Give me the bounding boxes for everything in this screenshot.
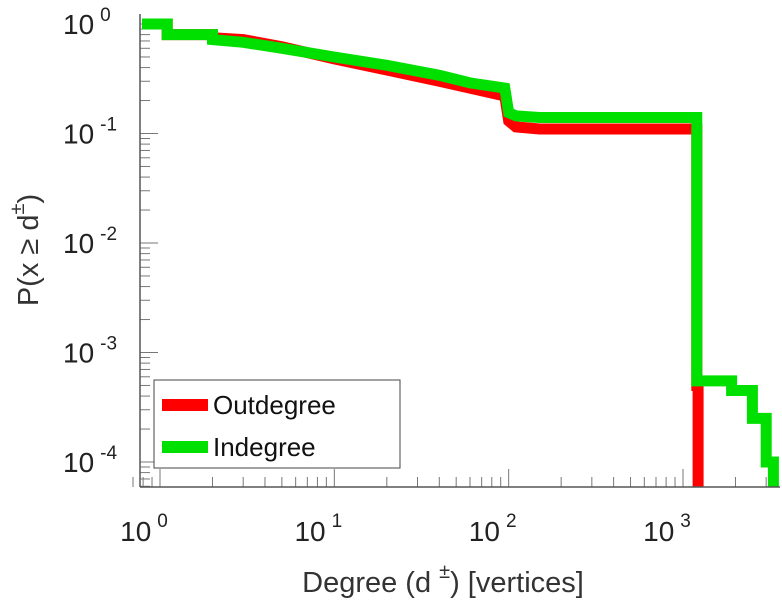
y-tick-exponent: -1 <box>100 115 117 136</box>
x-tick-exponent: 3 <box>680 511 691 532</box>
x-tick-label: 10 3 <box>643 511 691 547</box>
y-tick-base: 10 <box>63 9 94 40</box>
x-tick-base: 10 <box>294 516 325 547</box>
tick-labels: 10 0 10 1 10 2 10 3 10 0 10 -1 10 -2 10 -3 10 -4 <box>63 5 691 547</box>
x-tick-exponent: 0 <box>157 511 168 532</box>
legend: Outdegree Indegree <box>153 379 401 469</box>
y-tick-exponent: 0 <box>100 5 111 26</box>
y-tick-label: 10 -4 <box>63 443 117 478</box>
y-tick-label: 10 -3 <box>63 334 117 369</box>
y-tick-base: 10 <box>63 447 94 478</box>
y-tick-base: 10 <box>63 119 94 150</box>
y-tick-label: 10 0 <box>63 5 111 40</box>
series-layer <box>142 18 779 487</box>
x-tick-base: 10 <box>120 516 151 547</box>
legend-box <box>153 379 401 469</box>
legend-label-outdegree: Outdegree <box>213 390 336 420</box>
legend-label-indegree: Indegree <box>213 432 316 462</box>
x-tick-exponent: 1 <box>332 511 343 532</box>
y-tick-label: 10 -2 <box>63 224 117 259</box>
y-tick-exponent: -2 <box>100 224 117 245</box>
x-tick-exponent: 2 <box>506 511 517 532</box>
y-tick-exponent: -4 <box>100 443 117 464</box>
x-tick-label: 10 1 <box>294 511 342 547</box>
x-tick-base: 10 <box>643 516 674 547</box>
axes <box>139 14 780 488</box>
y-tick-base: 10 <box>63 228 94 259</box>
x-tick-base: 10 <box>469 516 500 547</box>
y-tick-exponent: -3 <box>100 334 117 355</box>
y-axis-title: P(x ≥ d±) <box>7 194 45 306</box>
y-tick-base: 10 <box>63 338 94 369</box>
x-tick-label: 10 2 <box>469 511 517 547</box>
x-tick-label: 10 0 <box>120 511 168 547</box>
series-line-indegree <box>142 18 779 487</box>
y-tick-label: 10 -1 <box>63 115 117 150</box>
x-axis-title: Degree (d ±) [vertices] <box>302 561 584 599</box>
